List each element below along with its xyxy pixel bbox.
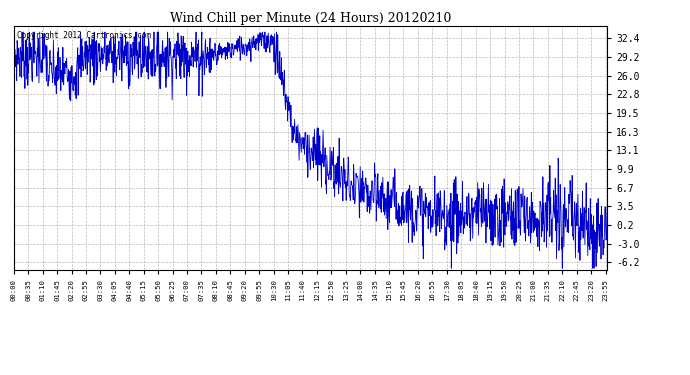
Text: Copyright 2012 Cartronics.com: Copyright 2012 Cartronics.com — [17, 31, 151, 40]
Title: Wind Chill per Minute (24 Hours) 20120210: Wind Chill per Minute (24 Hours) 2012021… — [170, 12, 451, 25]
